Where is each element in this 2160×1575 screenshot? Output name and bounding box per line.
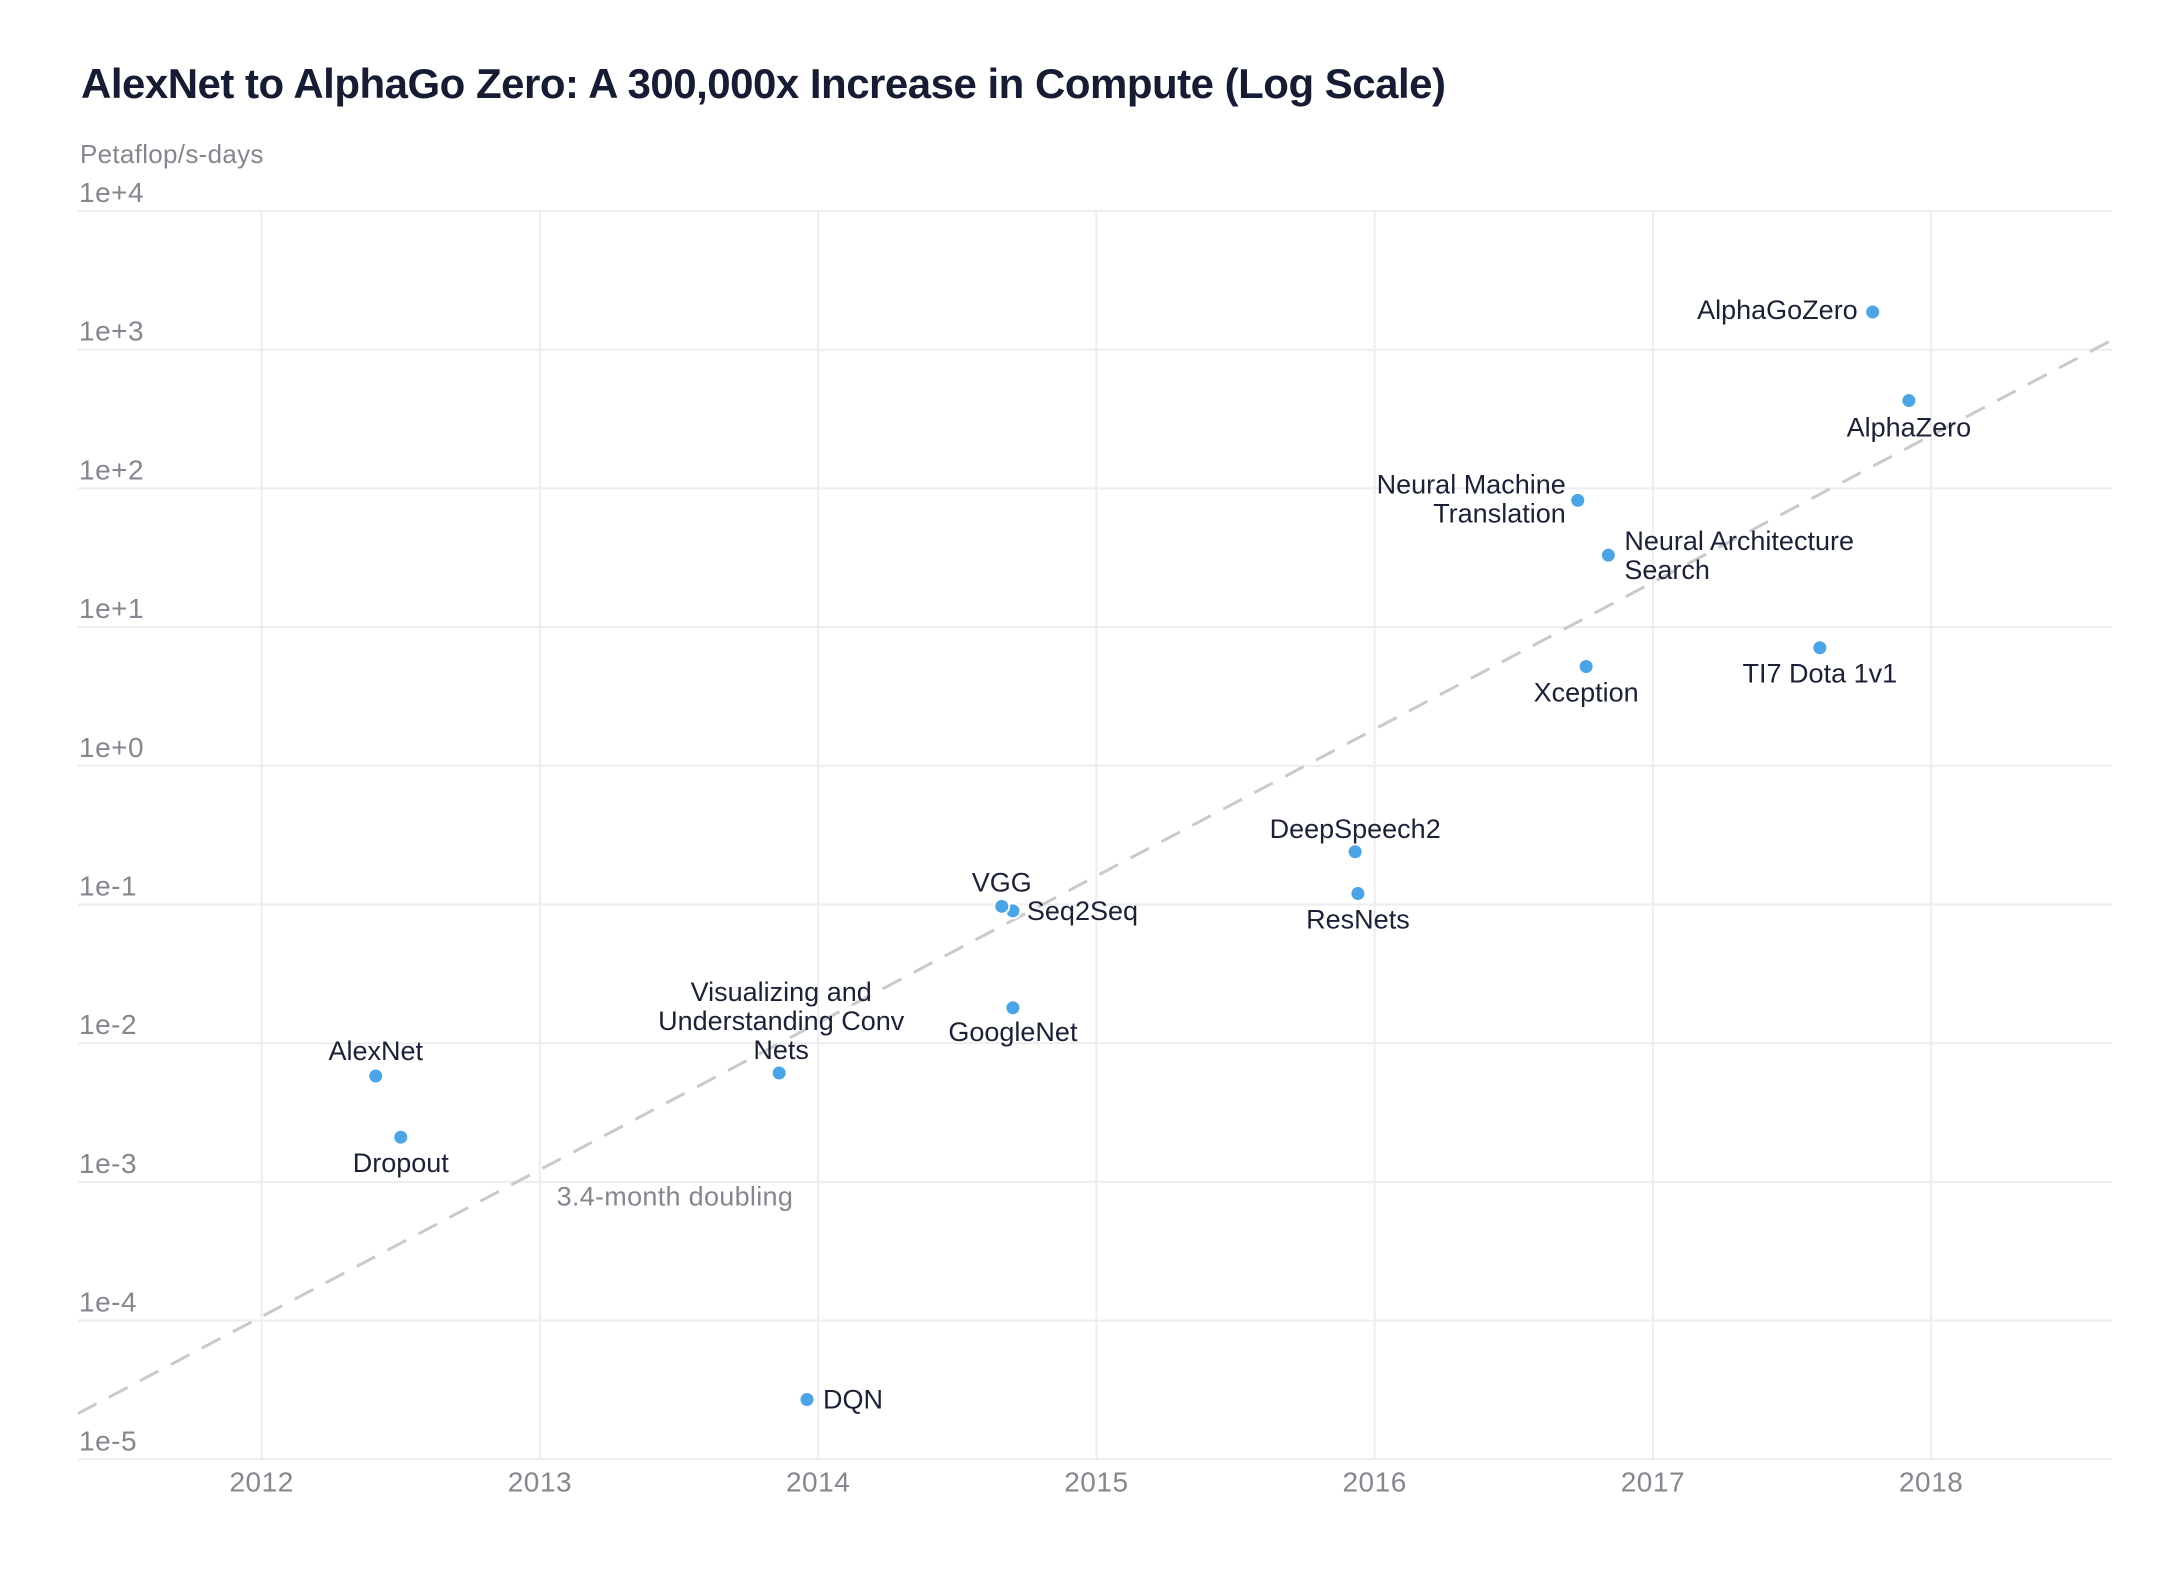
data-point-label-neural-machine-translation: Translation: [1433, 498, 1566, 528]
x-tick-2012: 2012: [229, 1466, 293, 1497]
trendline-label: 3.4-month doubling: [557, 1181, 794, 1211]
data-point-neural-architecture-search: [1599, 546, 1617, 564]
y-tick-1e-1: 1e-1: [79, 871, 137, 902]
x-tick-2015: 2015: [1064, 1466, 1128, 1497]
data-point-vgg: [993, 897, 1011, 915]
x-tick-2013: 2013: [508, 1466, 572, 1497]
data-point-visualizing-and-understanding-conv-nets: [770, 1064, 788, 1082]
data-point-resnets: [1349, 885, 1367, 903]
x-tick-2014: 2014: [786, 1466, 850, 1497]
data-point-alphazero: [1900, 392, 1918, 410]
data-point-label-alphazero: AlphaZero: [1847, 413, 1972, 443]
x-tick-2018: 2018: [1899, 1466, 1963, 1497]
data-point-label-alexnet: AlexNet: [328, 1036, 423, 1066]
x-tick-2016: 2016: [1342, 1466, 1406, 1497]
y-tick-1e-3: 1e-3: [79, 1148, 137, 1179]
y-tick-1e-0: 1e+0: [79, 732, 144, 763]
data-points: AlexNet Dropout Visualizing andUnderstandi…: [328, 295, 1971, 1414]
data-point-label-xception: Xception: [1534, 677, 1639, 707]
data-point-googlenet: [1004, 999, 1022, 1017]
gridlines: [78, 210, 2112, 1461]
data-point-label-googlenet: GoogleNet: [948, 1017, 1078, 1047]
data-point-neural-machine-translation: [1569, 491, 1587, 509]
data-point-label-neural-machine-translation: Neural Machine: [1377, 469, 1566, 499]
data-point-label-ti7-dota-1v1: TI7 Dota 1v1: [1743, 659, 1898, 689]
data-point-dropout: [392, 1128, 410, 1146]
data-point-label-neural-architecture-search: Neural Architecture: [1624, 526, 1854, 556]
data-point-label-resnets: ResNets: [1306, 905, 1410, 935]
data-point-label-visualizing-and-understanding-conv-nets: Understanding Conv: [658, 1006, 905, 1036]
x-axis: 2012 2013 2014 2015 2016 2017 2018: [229, 1466, 1963, 1497]
y-tick-1e-4: 1e-4: [79, 1287, 137, 1318]
data-point-ti7-dota-1v1: [1811, 639, 1829, 657]
data-point-label-alphagozero: AlphaGoZero: [1697, 295, 1858, 325]
y-axis-unit-label: Petaflop/s-days: [80, 139, 264, 169]
data-point-label-dropout: Dropout: [353, 1148, 450, 1178]
data-point-label-deepspeech2: DeepSpeech2: [1270, 814, 1441, 844]
data-point-label-visualizing-and-understanding-conv-nets: Visualizing and: [691, 977, 872, 1007]
data-point-xception: [1577, 657, 1595, 675]
y-tick-1e-1: 1e+1: [79, 593, 144, 624]
data-point-alexnet: [367, 1067, 385, 1085]
data-point-label-visualizing-and-understanding-conv-nets: Nets: [753, 1035, 809, 1065]
doubling-trendline: [77, 338, 2113, 1415]
data-point-label-neural-architecture-search: Search: [1624, 555, 1710, 585]
y-axis: 1e+4 1e+3 1e+2 1e+1 1e+0 1e-1 1e-2 1e-3 1e-4 1e-5: [79, 177, 144, 1456]
y-tick-1e-3: 1e+3: [79, 316, 144, 347]
data-point-label-vgg: VGG: [972, 867, 1032, 897]
data-point-alphagozero: [1864, 303, 1882, 321]
chart-title: AlexNet to AlphaGo Zero: A 300,000x Incr…: [81, 60, 1446, 107]
data-point-label-dqn: DQN: [823, 1384, 883, 1414]
y-tick-1e-4: 1e+4: [79, 177, 144, 208]
x-tick-2017: 2017: [1621, 1466, 1685, 1497]
data-point-label-seq2seq: Seq2Seq: [1027, 896, 1138, 926]
y-tick-1e-5: 1e-5: [79, 1425, 137, 1456]
y-tick-1e-2: 1e-2: [79, 1009, 137, 1040]
data-point-deepspeech2: [1346, 843, 1364, 861]
y-tick-1e-2: 1e+2: [79, 454, 144, 485]
data-point-dqn: [798, 1390, 816, 1408]
